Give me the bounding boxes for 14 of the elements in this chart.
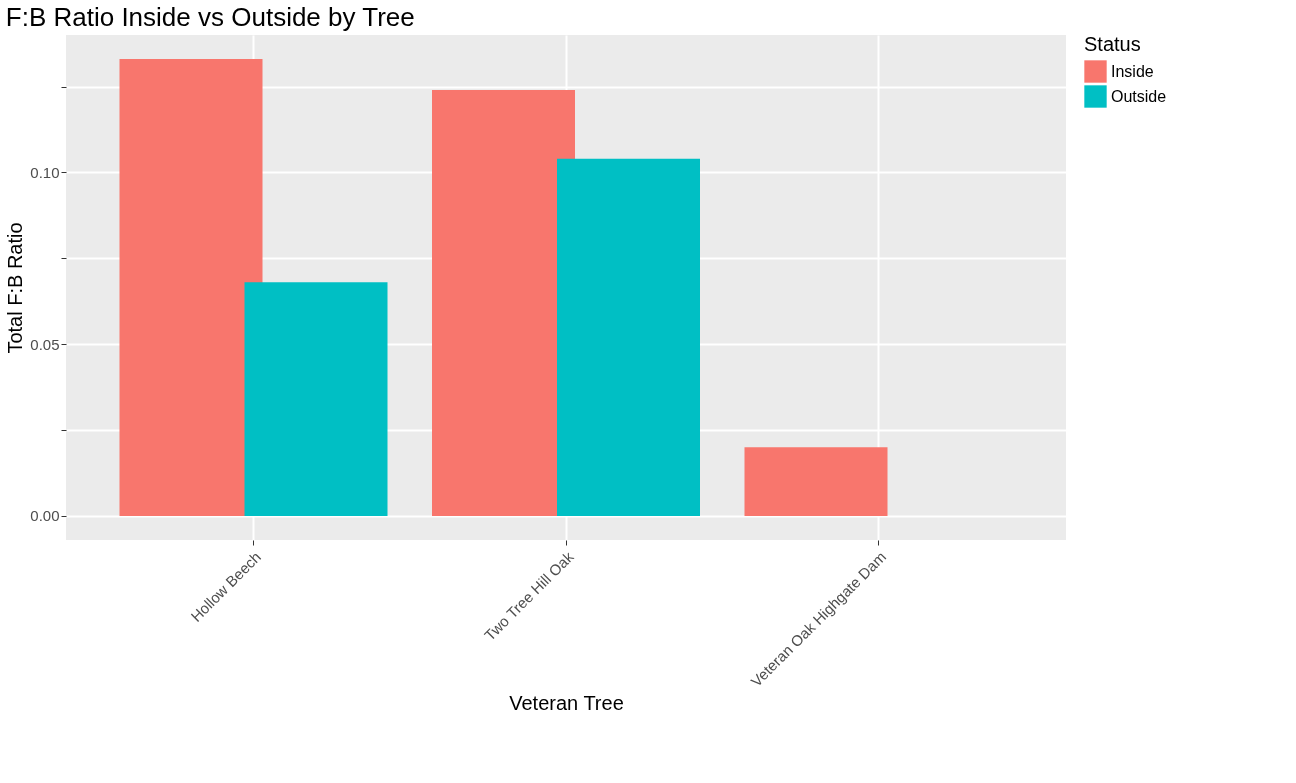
y-tick-label: 0.05 <box>30 335 60 353</box>
x-tick-label: Two Tree Hill Oak <box>480 547 577 644</box>
bar <box>119 59 263 516</box>
chart-title: F:B Ratio Inside vs Outside by Tree <box>5 2 415 32</box>
x-axis-title: Veteran Tree <box>509 691 624 714</box>
bar <box>557 158 700 516</box>
y-tick-label: 0.10 <box>30 163 60 181</box>
y-axis-title: Total F:B Ratio <box>4 222 27 354</box>
legend-title: Status <box>1084 33 1141 55</box>
legend-label: Outside <box>1111 87 1167 105</box>
legend-label: Inside <box>1111 62 1154 80</box>
bar <box>244 282 388 516</box>
y-tick-label: 0.00 <box>30 507 60 525</box>
bar <box>744 447 888 516</box>
